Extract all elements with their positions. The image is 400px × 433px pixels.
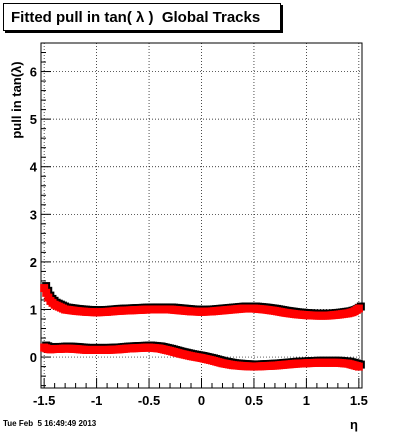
x-tick-label: -1.5 <box>33 393 55 408</box>
x-tick-label: 0.5 <box>245 393 263 408</box>
y-tick-label: 0 <box>30 350 37 365</box>
data-point <box>40 284 49 293</box>
y-tick-label: 5 <box>30 112 37 127</box>
y-tick-label: 4 <box>30 160 38 175</box>
x-tick-label: 0 <box>198 393 205 408</box>
data-point <box>42 288 51 297</box>
x-tick-label: 1.5 <box>350 393 368 408</box>
axis-ticks <box>41 52 360 388</box>
x-tick-label: -0.5 <box>138 393 160 408</box>
grid-lines <box>41 43 362 388</box>
y-tick-label: 6 <box>30 65 37 80</box>
y-axis-title: pull in tan(λ) <box>9 61 24 138</box>
y-tick-label: 3 <box>30 207 37 222</box>
y-tick-label: 1 <box>30 302 37 317</box>
y-tick-label: 2 <box>30 255 37 270</box>
chart-title: Fitted pull in tan( λ ) Global Tracks <box>3 3 281 31</box>
x-tick-label: -1 <box>91 393 103 408</box>
x-tick-labels: -1.5 -1 -0.5 0 0.5 1 1.5 <box>33 393 368 408</box>
x-tick-label: 1 <box>303 393 310 408</box>
y-tick-labels: 0 1 2 3 4 5 6 <box>30 65 38 366</box>
x-axis-title: η <box>350 417 358 432</box>
timestamp: Tue Feb 5 16:49:49 2013 <box>3 419 97 428</box>
data-markers <box>40 282 365 371</box>
data-point <box>354 304 363 313</box>
data-point <box>354 362 363 371</box>
